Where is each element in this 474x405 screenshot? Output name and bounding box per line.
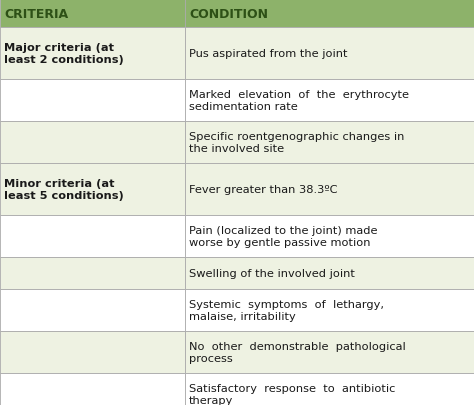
Text: Pus aspirated from the joint: Pus aspirated from the joint [189, 49, 347, 59]
Text: No  other  demonstrable  pathological
process: No other demonstrable pathological proce… [189, 341, 406, 364]
Bar [185, 28, 474, 80]
Text: Systemic  symptoms  of  lethargy,
malaise, irritability: Systemic symptoms of lethargy, malaise, … [189, 299, 384, 322]
Bar [0, 257, 185, 289]
Bar [0, 80, 185, 121]
Bar [185, 289, 474, 331]
Bar [185, 122, 474, 164]
Bar [185, 0, 474, 28]
Text: Minor criteria (at
least 5 conditions): Minor criteria (at least 5 conditions) [4, 178, 124, 201]
Bar [0, 331, 185, 373]
Bar [185, 80, 474, 121]
Bar [0, 164, 185, 215]
Text: Swelling of the involved joint: Swelling of the involved joint [189, 269, 355, 278]
Text: Fever greater than 38.3ºC: Fever greater than 38.3ºC [189, 185, 337, 194]
Bar [185, 331, 474, 373]
Bar [0, 215, 185, 257]
Bar [185, 373, 474, 405]
Text: Satisfactory  response  to  antibiotic
therapy: Satisfactory response to antibiotic ther… [189, 383, 395, 405]
Text: Pain (localized to the joint) made
worse by gentle passive motion: Pain (localized to the joint) made worse… [189, 225, 377, 248]
Text: Specific roentgenographic changes in
the involved site: Specific roentgenographic changes in the… [189, 131, 404, 154]
Bar [0, 28, 185, 80]
Bar [185, 215, 474, 257]
Bar [0, 0, 185, 28]
Text: CRITERIA: CRITERIA [4, 7, 68, 20]
Text: Major criteria (at
least 2 conditions): Major criteria (at least 2 conditions) [4, 43, 124, 65]
Bar [185, 257, 474, 289]
Bar [0, 122, 185, 164]
Text: Marked  elevation  of  the  erythrocyte
sedimentation rate: Marked elevation of the erythrocyte sedi… [189, 90, 409, 112]
Bar [0, 373, 185, 405]
Bar [0, 289, 185, 331]
Bar [185, 164, 474, 215]
Text: CONDITION: CONDITION [189, 7, 268, 20]
